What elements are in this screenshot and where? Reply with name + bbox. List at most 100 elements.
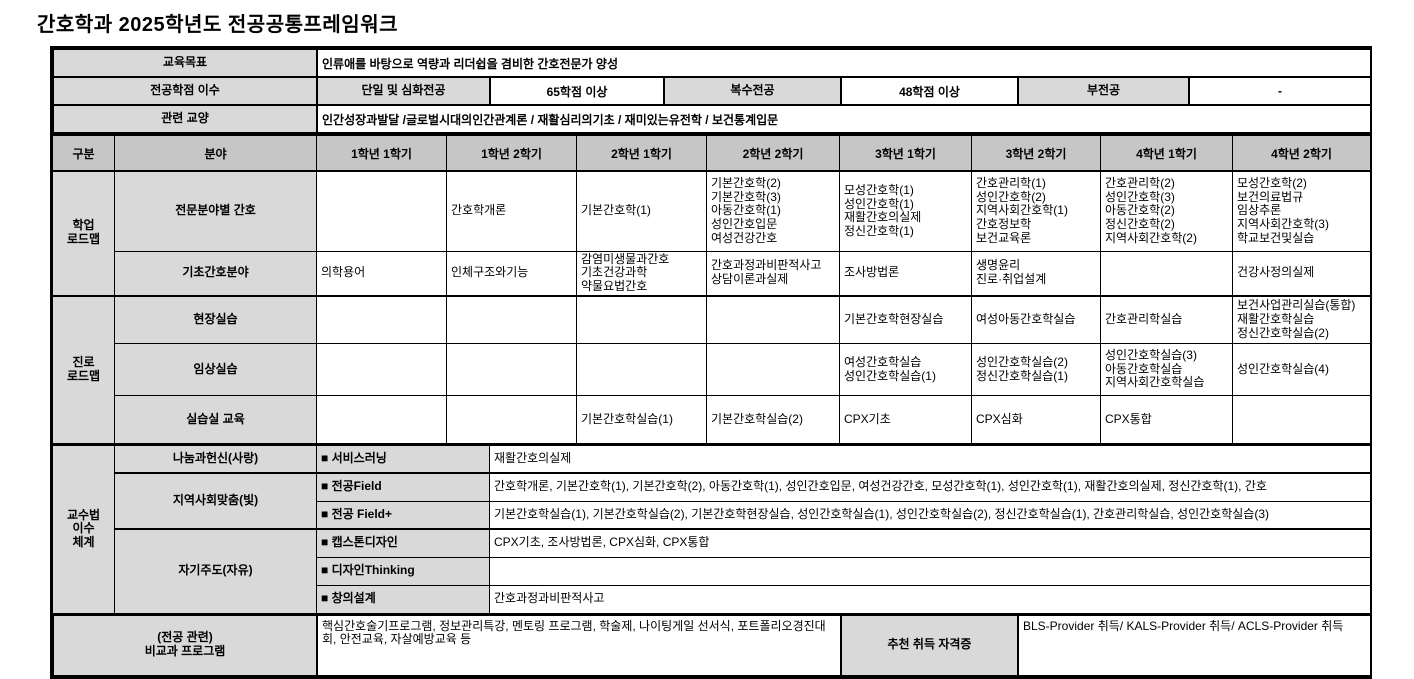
major-credits-label: 전공학점 이수	[52, 76, 318, 106]
liberal-arts-label: 관련 교양	[52, 104, 318, 134]
group-label-academic-roadmap: 학업 로드맵	[52, 170, 115, 297]
method-label-major-field-plus: ■ 전공 Field+	[316, 500, 490, 530]
col-header-sem-2-1: 2학년 1학기	[576, 134, 707, 172]
extracurricular-table: (전공 관련) 비교과 프로그램 핵심간호술기프로그램, 정보관리특강, 멘토링…	[52, 613, 1372, 677]
group-label-career-roadmap: 진로 로드맵	[52, 294, 115, 445]
course-cell: 간호학개론	[446, 170, 577, 252]
course-cell: 생명윤리 진로·취업설계	[971, 250, 1101, 297]
method-courses: 간호과정과비판적사고	[489, 584, 1371, 614]
field-label-specialized-nursing: 전문분야별 간호	[114, 170, 317, 252]
course-cell: CPX기초	[839, 395, 972, 445]
method-label-text: 캡스톤디자인	[331, 535, 398, 550]
course-cell: 성인간호학실습(2) 정신간호학실습(1)	[971, 343, 1101, 397]
liberal-arts-value: 인간성장과발달 /글로벌시대의인간관계론 / 재활심리의기초 / 재미있는유전학…	[315, 104, 1373, 134]
pedagogy-label-sharing-devotion: 나눔과헌신(사랑)	[114, 444, 317, 474]
info-table: 교육목표 인류애를 바탕으로 역량과 리더쉽을 겸비한 간호전문가 양성 전공학…	[52, 48, 1373, 134]
col-header-sem-4-1: 4학년 1학기	[1100, 134, 1233, 172]
method-courses: CPX기초, 조사방법론, CPX심화, CPX통합	[489, 528, 1371, 558]
pedagogy-label-self-directed: 자기주도(자유)	[114, 528, 317, 614]
course-cell: 여성간호학실습 성인간호학실습(1)	[839, 343, 972, 397]
course-cell: 간호관리학실습	[1100, 294, 1233, 345]
course-cell: 기본간호학현장실습	[839, 294, 972, 345]
course-cell	[316, 343, 447, 397]
method-label-text: 창의설계	[331, 591, 376, 606]
double-major-label: 복수전공	[663, 76, 842, 106]
method-courses	[489, 556, 1371, 586]
course-cell: CPX심화	[971, 395, 1101, 445]
group-label-teaching-method: 교수법 이수 체계	[52, 444, 115, 614]
course-cell: 모성간호학(1) 성인간호학(1) 재활간호의실제 정신간호학(1)	[839, 170, 972, 252]
col-header-sem-3-1: 3학년 1학기	[839, 134, 972, 172]
method-label-text: 전공 Field+	[331, 506, 393, 521]
method-label-service-learning: ■ 서비스러닝	[316, 444, 490, 474]
pedagogy-label-community-fit: 지역사회맞춤(빛)	[114, 472, 317, 530]
col-header-sem-1-1: 1학년 1학기	[316, 134, 447, 172]
method-courses: 재활간호의실제	[489, 444, 1371, 474]
course-cell	[316, 395, 447, 445]
course-cell: 인체구조와기능	[446, 250, 577, 297]
col-header-field: 분야	[114, 134, 317, 172]
col-header-gubun: 구분	[52, 134, 115, 172]
square-bullet-icon: ■	[321, 451, 329, 466]
square-bullet-icon: ■	[321, 591, 329, 606]
field-label-clinical-practice: 임상실습	[114, 343, 317, 397]
course-cell	[446, 294, 577, 345]
edu-goal-label: 교육목표	[52, 48, 318, 78]
method-courses: 기본간호학실습(1), 기본간호학실습(2), 기본간호학현장실습, 성인간호학…	[489, 500, 1371, 530]
method-label-major-field: ■ 전공Field	[316, 472, 490, 502]
course-cell	[706, 294, 840, 345]
method-label-capstone-design: ■ 캡스톤디자인	[316, 528, 490, 558]
course-cell: 모성간호학(2) 보건의료법규 임상추론 지역사회간호학(3) 학교보건및실습	[1232, 170, 1371, 252]
edu-goal-value: 인류애를 바탕으로 역량과 리더쉽을 겸비한 간호전문가 양성	[315, 48, 1373, 78]
method-label-text: 전공Field	[331, 479, 382, 494]
square-bullet-icon: ■	[321, 563, 329, 578]
square-bullet-icon: ■	[321, 506, 329, 521]
course-cell: 건강사정의실제	[1232, 250, 1371, 297]
course-cell	[706, 343, 840, 397]
col-header-sem-3-2: 3학년 2학기	[971, 134, 1101, 172]
course-cell	[1232, 395, 1371, 445]
course-cell: 기본간호학실습(2)	[706, 395, 840, 445]
course-cell: 조사방법론	[839, 250, 972, 297]
roadmap-table: 구분 분야 1학년 1학기 1학년 2학기 2학년 1학기 2학년 2학기 3학…	[52, 134, 1371, 445]
field-label-field-practice: 현장실습	[114, 294, 317, 345]
course-cell	[446, 343, 577, 397]
minor-credits: -	[1187, 76, 1373, 106]
course-cell: 기본간호학(2) 기본간호학(3) 아동간호학(1) 성인간호입문 여성건강간호	[706, 170, 840, 252]
course-cell	[576, 294, 707, 345]
square-bullet-icon: ■	[321, 479, 329, 494]
method-label-creative-design: ■ 창의설계	[316, 584, 490, 614]
double-major-credits: 48학점 이상	[840, 76, 1019, 106]
course-cell	[446, 395, 577, 445]
course-cell	[316, 294, 447, 345]
method-label-design-thinking: ■ 디자인Thinking	[316, 556, 490, 586]
extracurricular-programs: 핵심간호술기프로그램, 정보관리특강, 멘토링 프로그램, 학술제, 나이팅게일…	[316, 613, 842, 677]
course-cell	[576, 343, 707, 397]
field-label-basic-nursing: 기초간호분야	[114, 250, 317, 297]
course-cell	[1100, 250, 1233, 297]
single-major-label: 단일 및 심화전공	[316, 76, 491, 106]
course-cell: 기본간호학실습(1)	[576, 395, 707, 445]
col-header-sem-4-2: 4학년 2학기	[1232, 134, 1371, 172]
single-major-credits: 65학점 이상	[489, 76, 665, 106]
course-cell: CPX통합	[1100, 395, 1233, 445]
course-cell	[316, 170, 447, 252]
col-header-sem-2-2: 2학년 2학기	[706, 134, 840, 172]
course-cell: 여성아동간호학실습	[971, 294, 1101, 345]
method-label-text: 디자인Thinking	[331, 563, 415, 578]
method-label-text: 서비스러닝	[331, 451, 387, 466]
page-title: 간호학과 2025학년도 전공공통프레임워크	[37, 14, 399, 36]
pedagogy-table: 교수법 이수 체계 나눔과헌신(사랑) ■ 서비스러닝 재활간호의실제 지역사회…	[52, 444, 1371, 614]
extracurricular-label: (전공 관련) 비교과 프로그램	[52, 613, 318, 677]
field-label-lab-education: 실습실 교육	[114, 395, 317, 445]
minor-label: 부전공	[1017, 76, 1190, 106]
course-cell: 보건사업관리실습(통합) 재활간호학실습 정신간호학실습(2)	[1232, 294, 1371, 345]
recommended-certs-value: BLS-Provider 취득/ KALS-Provider 취득/ ACLS-…	[1017, 613, 1372, 677]
course-cell: 성인간호학실습(4)	[1232, 343, 1371, 397]
curriculum-framework-table: 교육목표 인류애를 바탕으로 역량과 리더쉽을 겸비한 간호전문가 양성 전공학…	[50, 46, 1373, 679]
square-bullet-icon: ■	[321, 535, 329, 550]
course-cell: 감염미생물과간호 기초건강과학 약물요법간호	[576, 250, 707, 297]
course-cell: 기본간호학(1)	[576, 170, 707, 252]
col-header-sem-1-2: 1학년 2학기	[446, 134, 577, 172]
method-courses: 간호학개론, 기본간호학(1), 기본간호학(2), 아동간호학(1), 성인간…	[489, 472, 1371, 502]
